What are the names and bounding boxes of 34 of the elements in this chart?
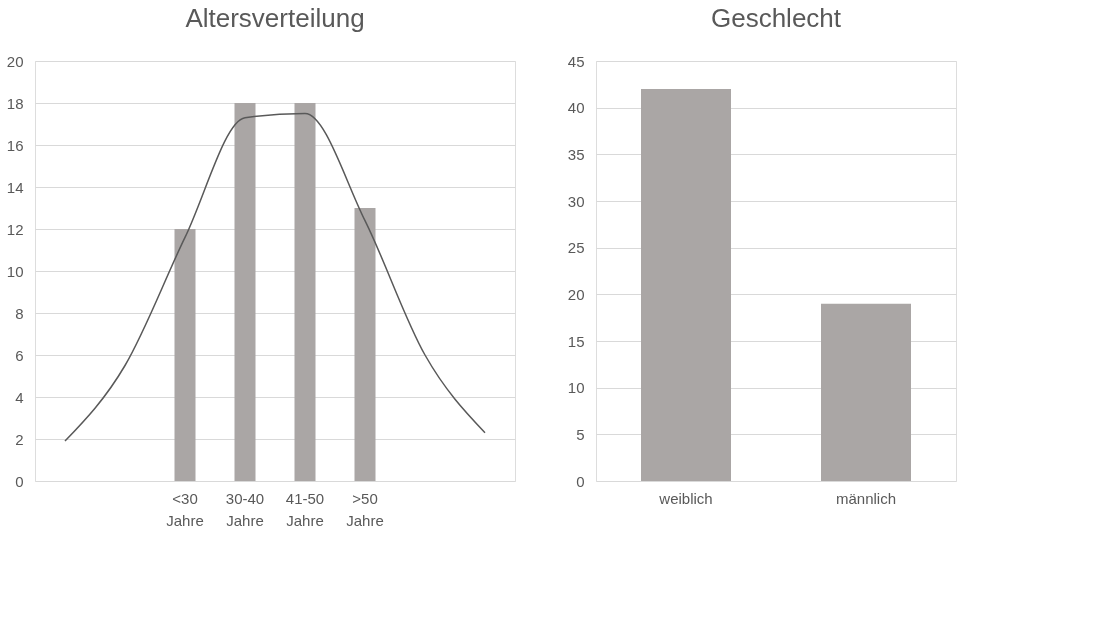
y-tick-label: 25 — [567, 239, 585, 257]
y-tick-label: 2 — [15, 430, 24, 448]
y-tick-label: 16 — [6, 136, 24, 154]
x-tick-label: >50 Jahre — [346, 489, 384, 529]
y-tick-label: 15 — [567, 332, 585, 350]
y-tick-label: 40 — [567, 99, 585, 117]
y-tick-label: 10 — [6, 262, 24, 280]
y-tick-label: 35 — [567, 145, 585, 163]
y-tick-label: 0 — [576, 472, 585, 490]
x-tick-label: 30-40 Jahre — [225, 489, 265, 529]
y-tick-label: 5 — [576, 425, 585, 443]
bar — [174, 229, 196, 481]
x-tick-label: männlich — [835, 489, 897, 507]
y-tick-label: 8 — [15, 304, 24, 322]
x-tick-label: 41-50 Jahre — [285, 489, 325, 529]
y-tick-label: 14 — [6, 178, 24, 196]
line-series — [64, 112, 486, 442]
y-tick-label: 20 — [6, 52, 24, 70]
y-tick-label: 4 — [15, 388, 24, 406]
y-tick-label: 12 — [6, 220, 24, 238]
y-tick-label: 6 — [15, 346, 24, 364]
chart-title: Altersverteilung — [185, 3, 365, 33]
y-tick-label: 30 — [567, 192, 585, 210]
y-tick-label: 10 — [567, 379, 585, 397]
y-tick-label: 18 — [6, 94, 24, 112]
y-tick-label: 20 — [567, 285, 585, 303]
bar — [294, 103, 316, 481]
x-tick-label: weiblich — [658, 489, 713, 507]
bar — [354, 208, 376, 481]
chart-title: Geschlecht — [710, 3, 842, 33]
y-tick-label: 0 — [15, 472, 24, 490]
y-tick-label: 45 — [567, 52, 585, 70]
x-tick-label: <30 Jahre — [166, 489, 204, 529]
bar — [234, 103, 256, 481]
